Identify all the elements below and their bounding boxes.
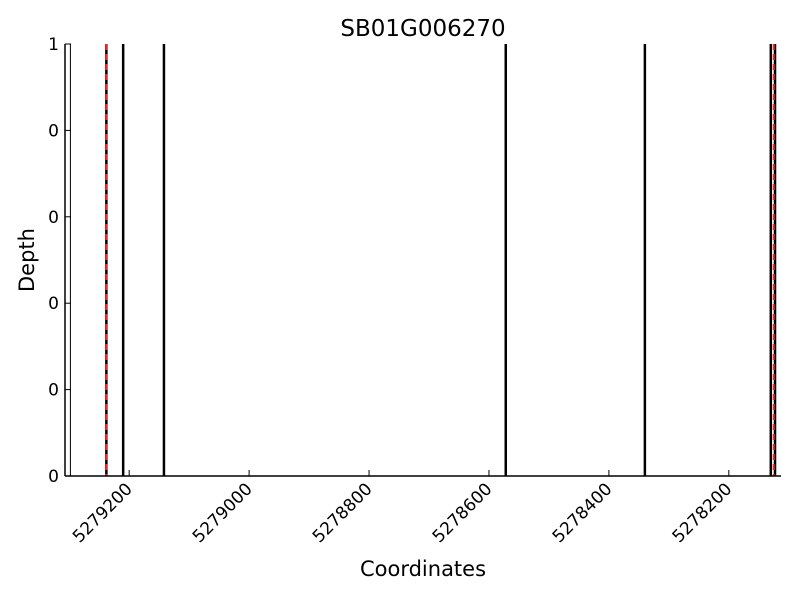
x-tick-label: 5278400 <box>549 479 617 547</box>
y-tick-label: 0 <box>48 381 59 401</box>
y-axis-label: Depth <box>15 228 39 292</box>
y-tick-label: 0 <box>48 208 59 228</box>
y-tick-label: 0 <box>48 467 59 487</box>
y-tick-label: 1 <box>48 35 59 55</box>
x-tick-label: 5278600 <box>429 479 497 547</box>
x-tick-label: 5278200 <box>669 479 737 547</box>
x-tick-label: 5279200 <box>69 479 137 547</box>
y-tick-label: 0 <box>48 121 59 141</box>
y-tick-label: 0 <box>48 294 59 314</box>
x-tick-label: 5279000 <box>189 479 257 547</box>
x-tick-label: 5278800 <box>309 479 377 547</box>
chart-title: SB01G006270 <box>340 16 505 42</box>
x-axis-label: Coordinates <box>360 557 486 581</box>
